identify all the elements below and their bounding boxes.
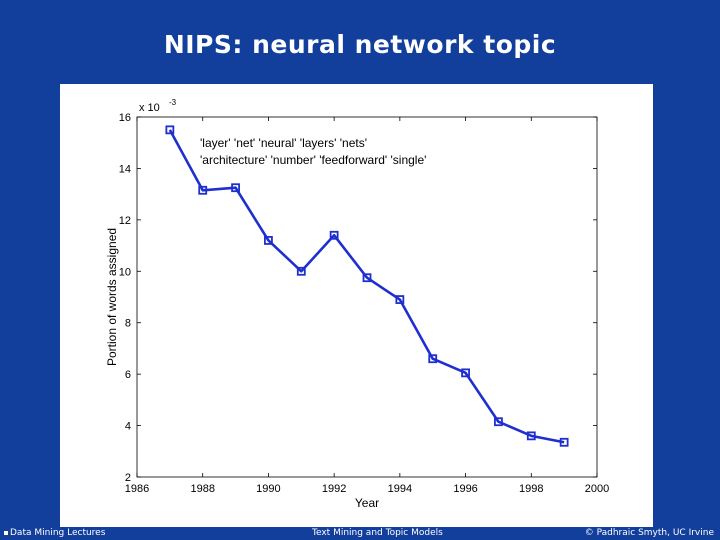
footer-center: Text Mining and Topic Models <box>312 528 443 538</box>
y-multiplier-exponent: -3 <box>169 98 177 107</box>
data-point-marker <box>494 417 503 427</box>
y-axis-label: Portion of words assigned <box>105 228 119 366</box>
axes <box>136 116 598 478</box>
y-tick-label: 10 <box>119 266 131 278</box>
y-tick-label: 4 <box>125 421 131 433</box>
plot-frame <box>136 116 598 478</box>
y-tick-label: 16 <box>119 112 131 124</box>
series-layer <box>168 129 565 444</box>
y-tick-label: 6 <box>125 369 131 381</box>
line-chart: 1986 1988 1990 1992 1994 1996 1998 2000 2 4 6 8 10 12… <box>105 98 609 510</box>
y-tick-label: 12 <box>119 215 131 227</box>
markers-layer <box>165 125 569 447</box>
x-tick-label: 1996 <box>453 483 477 495</box>
data-point-marker <box>362 273 372 283</box>
y-tick-label: 14 <box>119 163 131 175</box>
x-tick-label: 1988 <box>190 483 214 495</box>
data-point-marker <box>428 354 438 364</box>
x-tick-label: 1998 <box>519 483 543 495</box>
footer-left-text: Data Mining Lectures <box>10 528 106 538</box>
y-tick-label: 8 <box>125 318 131 330</box>
ticks: 1986 1988 1990 1992 1994 1996 1998 2000 2 4 6 8 10 12… <box>119 112 609 495</box>
data-point-marker <box>264 236 273 245</box>
footer-left: Data Mining Lectures <box>4 528 105 538</box>
slide-title: NIPS: neural network topic <box>163 30 557 59</box>
annotation-line-1: 'layer' 'net' 'neural' 'layers' 'nets' <box>200 136 367 150</box>
x-tick-label: 1990 <box>256 483 280 495</box>
bullet-icon <box>4 530 8 535</box>
annotation-line-2: 'architecture' 'number' 'feedforward' 's… <box>200 153 426 167</box>
x-tick-label: 1986 <box>125 483 149 495</box>
y-multiplier-label: x 10 <box>139 102 160 114</box>
series-line <box>168 129 565 444</box>
footer-right: © Padhraic Smyth, UC Irvine <box>584 528 714 538</box>
data-point-marker <box>231 183 240 193</box>
x-tick-label: 1992 <box>322 483 346 495</box>
data-point-marker <box>296 266 306 276</box>
data-point-marker <box>559 437 569 447</box>
data-point-marker <box>461 368 470 378</box>
x-axis-label: Year <box>355 496 379 510</box>
figure-panel: 1986 1988 1990 1992 1994 1996 1998 2000 2 4 6 8 10 12… <box>60 84 653 527</box>
data-point-marker <box>198 185 208 195</box>
y-tick-label: 2 <box>125 472 131 484</box>
data-point-marker <box>329 230 339 240</box>
x-tick-label: 1994 <box>388 483 412 495</box>
footer: Data Mining Lectures Text Mining and Top… <box>0 526 720 540</box>
data-point-marker <box>395 295 405 304</box>
data-point-marker <box>165 125 175 135</box>
data-point-marker <box>526 431 536 441</box>
x-tick-label: 2000 <box>585 483 609 495</box>
